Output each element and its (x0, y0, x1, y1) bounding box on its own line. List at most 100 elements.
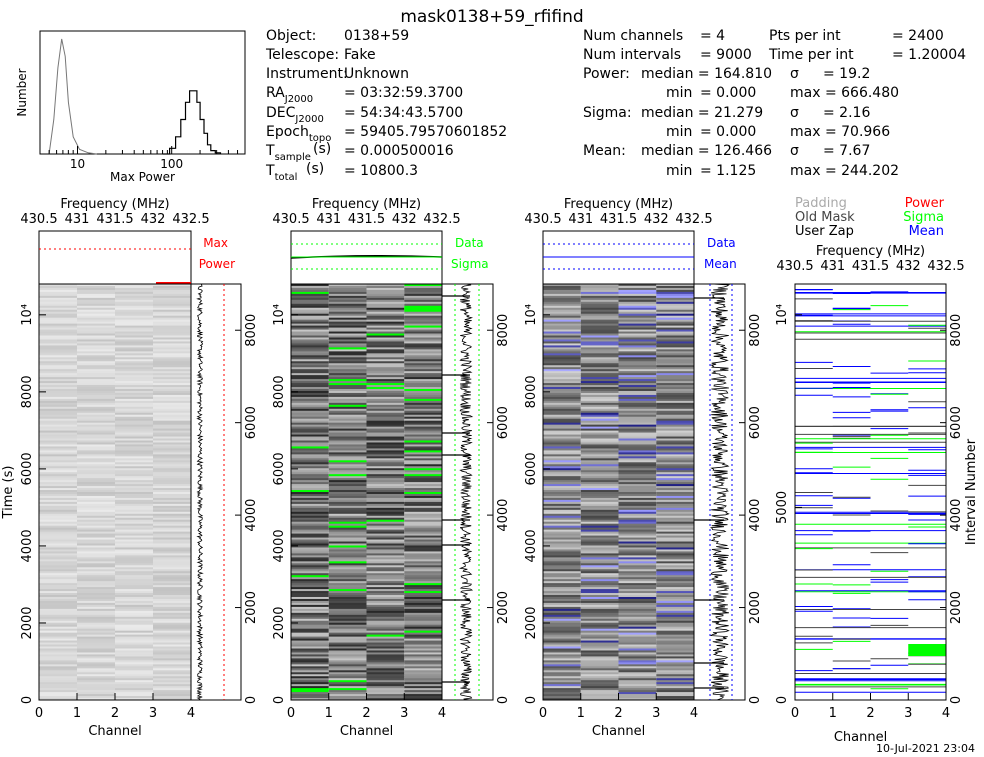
waterfall-row (328, 535, 367, 538)
waterfall-row (656, 606, 695, 610)
waterfall-row (404, 521, 443, 525)
waterfall-row (618, 547, 657, 550)
waterfall-row (618, 448, 657, 451)
waterfall-row (291, 319, 329, 323)
waterfall-row (153, 676, 191, 679)
waterfall-row (656, 444, 695, 447)
waterfall-row (404, 446, 443, 449)
waterfall-row (543, 297, 581, 301)
waterfall-row (404, 608, 443, 612)
waterfall-row (580, 363, 619, 366)
waterfall-row (291, 436, 329, 439)
waterfall-row (291, 620, 329, 624)
waterfall-row (543, 289, 581, 293)
waterfall-row (115, 400, 153, 404)
frequency-axis-label: Frequency (MHz) (816, 244, 925, 259)
waterfall-row (404, 642, 443, 645)
waterfall-row (291, 525, 329, 529)
waterfall-row (328, 648, 367, 651)
waterfall-row (404, 527, 443, 531)
waterfall-row (39, 587, 77, 590)
waterfall-row (618, 690, 657, 693)
waterfall-row (543, 375, 581, 378)
frequency-tick-label: 432.5 (675, 212, 712, 227)
waterfall-row (543, 482, 581, 485)
waterfall-row (328, 492, 367, 495)
waterfall-row (618, 676, 657, 679)
waterfall-row (39, 377, 77, 380)
waterfall-row (291, 472, 329, 475)
waterfall-row (543, 551, 581, 554)
waterfall-row (115, 664, 153, 667)
waterfall-row (656, 587, 695, 590)
waterfall-row (580, 454, 619, 457)
waterfall-row (366, 596, 405, 600)
waterfall-row (404, 690, 443, 693)
waterfall-row (39, 301, 77, 305)
waterfall-row (115, 462, 153, 465)
waterfall-row (77, 517, 115, 521)
waterfall-row (580, 537, 619, 540)
waterfall-row (404, 337, 443, 340)
waterfall-row (580, 646, 619, 649)
waterfall-row (366, 390, 405, 394)
waterfall-row (39, 416, 77, 420)
waterfall-row (656, 299, 695, 303)
waterfall-row (291, 315, 329, 319)
waterfall-row (328, 634, 367, 638)
waterfall-row (580, 612, 619, 616)
waterfall-row (153, 309, 191, 313)
waterfall-row (77, 563, 115, 566)
waterfall-row (543, 513, 581, 517)
waterfall-row (328, 543, 367, 546)
waterfall-row (153, 430, 191, 433)
waterfall-row (366, 305, 405, 309)
channel-axis-label: Channel (592, 724, 645, 739)
waterfall-row (77, 418, 115, 422)
waterfall-row (153, 315, 191, 319)
frequency-tick-label: 430.5 (524, 212, 561, 227)
waterfall-row (580, 438, 619, 441)
waterfall-row (115, 614, 153, 618)
waterfall-row (580, 442, 619, 445)
waterfall-row (77, 339, 115, 342)
waterfall-row (366, 345, 405, 348)
waterfall-row (291, 430, 329, 433)
waterfall-row (366, 396, 405, 400)
waterfall-row (366, 497, 405, 501)
waterfall-row (366, 456, 405, 459)
waterfall-row (291, 551, 329, 554)
waterfall-row (115, 452, 153, 455)
waterfall-row (580, 501, 619, 505)
waterfall-row (618, 495, 657, 499)
waterfall-row (328, 507, 367, 511)
waterfall-row (77, 618, 115, 622)
waterfall-row (543, 690, 581, 693)
waterfall-row (153, 472, 191, 475)
waterfall-row (291, 585, 329, 588)
waterfall-row (366, 656, 405, 659)
waterfall-row (543, 402, 581, 406)
waterfall-row (77, 444, 115, 447)
waterfall-row (580, 545, 619, 548)
waterfall-row (543, 303, 581, 307)
waterfall-row (656, 499, 695, 503)
waterfall-row (328, 375, 367, 378)
waterfall-row (39, 284, 77, 287)
waterfall-row (618, 668, 657, 671)
waterfall-row (656, 434, 695, 437)
waterfall-row (580, 595, 619, 598)
waterfall-row (115, 394, 153, 398)
waterfall-row (153, 388, 191, 392)
waterfall-row (153, 571, 191, 574)
waterfall-row (153, 612, 191, 616)
waterfall-row (618, 371, 657, 374)
waterfall-row (366, 428, 405, 431)
waterfall-row (77, 394, 115, 398)
waterfall-row (543, 565, 581, 568)
waterfall-row (404, 585, 443, 588)
waterfall-row (328, 329, 367, 332)
waterfall-row (618, 517, 657, 521)
waterfall-row (153, 575, 191, 578)
interval-tick-label: 2000 (949, 591, 964, 624)
